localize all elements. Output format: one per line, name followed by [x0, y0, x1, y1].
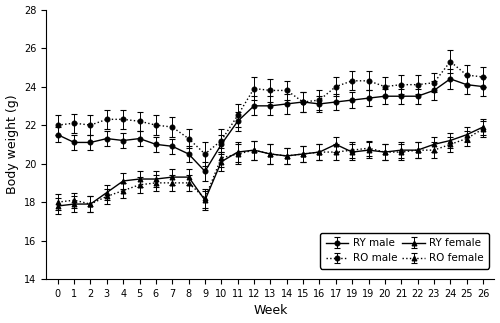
Legend: RY male, RO male, RY female, RO female: RY male, RO male, RY female, RO female: [320, 233, 489, 268]
Y-axis label: Body weight (g): Body weight (g): [6, 95, 18, 194]
X-axis label: Week: Week: [253, 305, 288, 318]
